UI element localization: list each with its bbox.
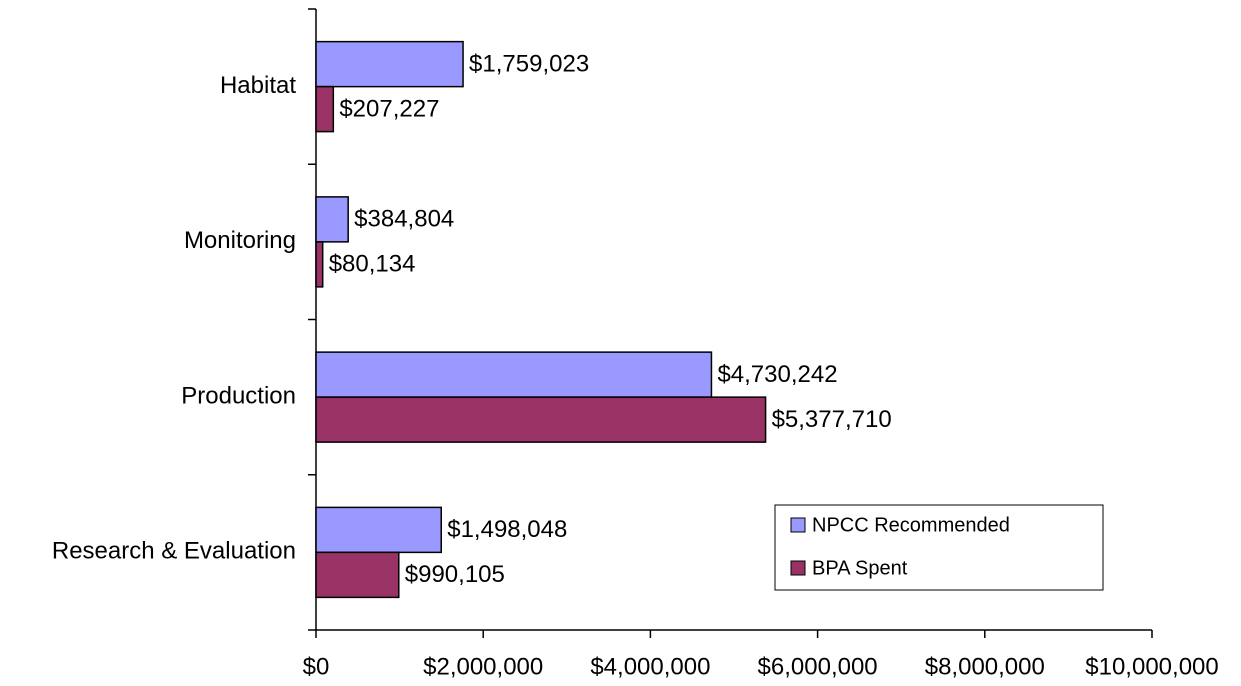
value-label: $207,227 [339, 95, 439, 122]
legend-label: BPA Spent [812, 557, 908, 579]
legend: NPCC Recommended BPA Spent [774, 504, 1104, 591]
legend-label: NPCC Recommended [812, 514, 1010, 536]
value-label: $5,377,710 [772, 406, 892, 433]
y-tick-label: Production [181, 382, 296, 409]
x-tick-label: $8,000,000 [925, 653, 1045, 680]
x-tick-label: $2,000,000 [423, 653, 543, 680]
value-label: $990,105 [405, 561, 505, 588]
value-label: $1,759,023 [469, 50, 589, 77]
value-label: $4,730,242 [717, 361, 837, 388]
value-label: $1,498,048 [447, 516, 567, 543]
bar [315, 85, 335, 133]
legend-swatch [790, 517, 806, 533]
bar [315, 351, 713, 398]
value-label: $384,804 [354, 206, 454, 233]
value-label: $80,134 [329, 251, 416, 278]
bar [315, 551, 400, 599]
y-tick-label: Research & Evaluation [52, 538, 296, 565]
legend-swatch [790, 560, 806, 576]
y-tick-label: Habitat [220, 72, 296, 99]
bar [315, 40, 464, 88]
bar [315, 396, 767, 443]
y-tick-label: Monitoring [184, 227, 296, 254]
x-tick-label: $10,000,000 [1085, 653, 1218, 680]
x-tick-label: $0 [303, 653, 330, 680]
x-tick-label: $4,000,000 [590, 653, 710, 680]
legend-box [774, 504, 1104, 591]
x-tick-label: $6,000,000 [758, 653, 878, 680]
bar [315, 241, 324, 288]
bar [315, 196, 349, 243]
bar [315, 506, 442, 554]
